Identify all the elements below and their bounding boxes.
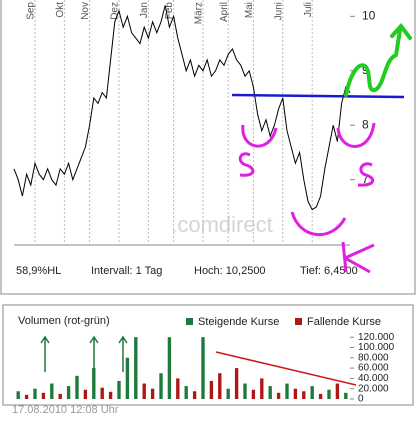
volume-bar bbox=[302, 391, 306, 399]
s-mark bbox=[357, 162, 375, 187]
volume-bar bbox=[344, 392, 348, 399]
y-tick-label: 8 bbox=[362, 117, 369, 131]
footer: 17.08.2010 12:08 Uhr bbox=[12, 404, 119, 416]
y-tick-label: 7 bbox=[362, 172, 369, 186]
price-plot: Sep Okt Nov Dez Jan Feb März April Mai Juni Juli 7 8… bbox=[13, 0, 376, 245]
x-tick-label: Jan bbox=[139, 2, 150, 18]
y-tick-label: 120.000 bbox=[358, 332, 395, 343]
legend-swatch bbox=[186, 318, 193, 325]
resistance-line bbox=[231, 93, 405, 99]
x-tick-label: Juni bbox=[273, 2, 284, 20]
volume-bar bbox=[285, 383, 289, 399]
cup-bottom bbox=[290, 211, 347, 236]
x-tick-label: Dez bbox=[110, 2, 121, 20]
volume-title: Volumen (rot-grün) bbox=[18, 315, 110, 327]
volume-bar bbox=[33, 388, 37, 399]
y-tick-label: 20.000 bbox=[358, 383, 389, 394]
x-tick-label: März bbox=[194, 2, 205, 24]
volume-bar bbox=[159, 373, 163, 399]
volume-bar bbox=[41, 392, 46, 399]
stat: 58,9%HL bbox=[16, 265, 61, 277]
volume-bar bbox=[117, 380, 121, 399]
volume-bar bbox=[125, 357, 130, 399]
volume-bar bbox=[192, 391, 197, 399]
y-tick-label: 80.000 bbox=[358, 352, 389, 363]
volume-bar bbox=[327, 389, 331, 399]
volume-bar bbox=[108, 391, 113, 399]
volume-bar bbox=[243, 383, 247, 399]
cup-left bbox=[241, 124, 278, 148]
volume-bar bbox=[318, 393, 323, 399]
legend-label: Steigende Kurse bbox=[198, 316, 279, 328]
volume-bar bbox=[209, 380, 214, 399]
legend: Steigende Kurse Fallende Kurse bbox=[186, 316, 381, 328]
y-tick-label: 10 bbox=[362, 9, 376, 23]
legend-label: Fallende Kurse bbox=[307, 316, 381, 328]
volume-bar bbox=[142, 383, 146, 399]
volume-bar bbox=[83, 389, 88, 399]
x-tick-label: Feb bbox=[164, 2, 175, 20]
x-tick-label: Sep bbox=[26, 2, 37, 20]
volume-bar bbox=[276, 392, 281, 399]
green-arrow bbox=[344, 22, 412, 97]
volume-bar bbox=[310, 386, 314, 399]
stat: Tief: 6,4500 bbox=[300, 265, 358, 277]
x-tick-label: Mai bbox=[244, 2, 255, 18]
volume-bar bbox=[176, 378, 180, 399]
y-tick-label: 60.000 bbox=[358, 363, 389, 374]
x-tick-label: April bbox=[219, 2, 230, 22]
volume-frame bbox=[2, 304, 414, 406]
stat: Intervall: 1 Tag bbox=[91, 265, 162, 277]
y-tick-label: 100.000 bbox=[358, 342, 395, 353]
volume-bar bbox=[134, 337, 138, 399]
volume-bar bbox=[226, 388, 230, 399]
volume-bar bbox=[24, 394, 29, 399]
volume-bar bbox=[184, 386, 188, 399]
volume-bar bbox=[251, 389, 256, 399]
volume-bar bbox=[218, 373, 222, 399]
volume-bar bbox=[234, 368, 239, 399]
y-tick-label: 40.000 bbox=[358, 373, 389, 384]
volume-bar bbox=[260, 378, 264, 399]
volume-bar bbox=[150, 388, 155, 399]
volume-bar bbox=[66, 386, 71, 399]
volume-bar bbox=[335, 383, 340, 399]
volume-bar bbox=[16, 391, 20, 399]
y-tick-label: 0 bbox=[358, 394, 364, 405]
legend-swatch bbox=[295, 318, 302, 325]
cup-right bbox=[336, 122, 376, 148]
volume-bar bbox=[167, 337, 172, 399]
price-frame bbox=[0, 0, 416, 295]
trend-line bbox=[215, 351, 357, 386]
volume-bar bbox=[50, 383, 54, 399]
x-tick-label: Juli bbox=[303, 2, 314, 17]
volume-bar bbox=[201, 337, 205, 399]
volume-bar bbox=[58, 393, 62, 399]
volume-bar bbox=[268, 386, 272, 399]
spike-arrows bbox=[40, 335, 128, 372]
x-tick-label: Nov bbox=[80, 2, 91, 20]
volume-bar bbox=[293, 388, 298, 399]
k-mark bbox=[341, 241, 375, 274]
s-mark bbox=[238, 152, 255, 177]
stat: Hoch: 10,2500 bbox=[194, 265, 266, 277]
volume-bar bbox=[92, 368, 96, 399]
x-tick-label: Okt bbox=[55, 2, 66, 18]
price-line bbox=[13, 5, 351, 211]
volume-bar bbox=[75, 375, 79, 399]
watermark: .comdirect bbox=[171, 212, 272, 237]
volume-bar bbox=[100, 387, 104, 399]
